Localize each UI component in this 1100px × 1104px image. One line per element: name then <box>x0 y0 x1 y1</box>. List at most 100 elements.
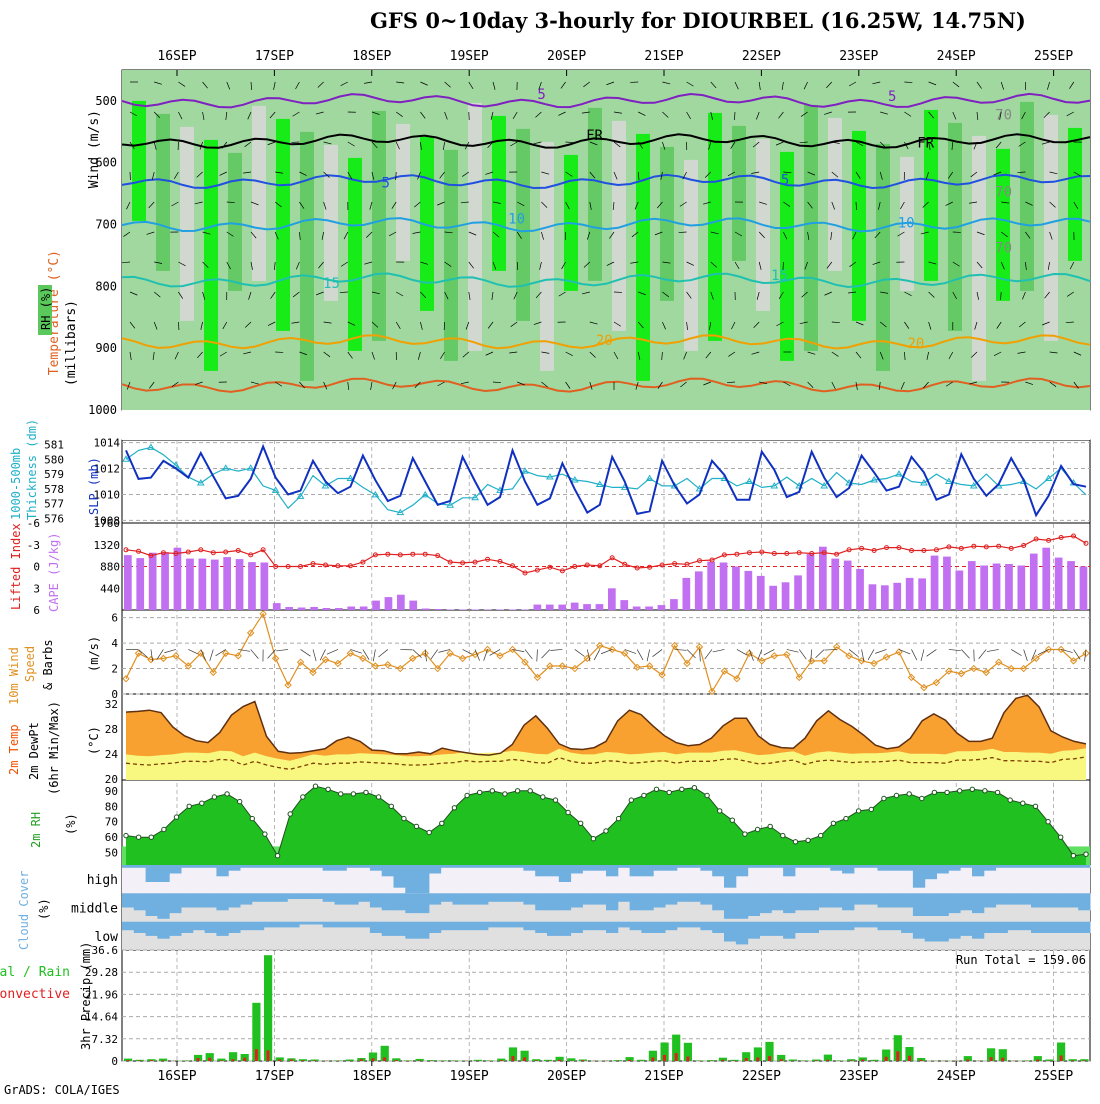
cape-bar <box>645 607 653 611</box>
rh-area <box>126 786 1086 865</box>
wind-legend-label: Wind (m/s) <box>87 110 102 188</box>
precip-conv-bar <box>780 1059 783 1061</box>
precip-total-bar <box>264 955 272 1061</box>
wind10-barb <box>1074 649 1081 659</box>
cloud-bar-low <box>760 922 772 936</box>
wind10-barb <box>475 649 479 660</box>
rh-point <box>616 816 620 820</box>
xsec-rh-patch <box>540 142 554 371</box>
cloud-bar-middle <box>630 893 642 910</box>
cloud-bar-high <box>594 865 606 871</box>
rh-point <box>452 806 456 810</box>
precip-conv-bar <box>721 1060 724 1061</box>
cloud-bar-low <box>453 922 465 931</box>
top-date-tick: 16SEP <box>157 49 196 64</box>
cloud-bar-low <box>795 922 807 933</box>
cape-bar <box>385 597 393 610</box>
cloud-bar-high <box>488 865 500 868</box>
cape-bar <box>472 610 480 611</box>
precip-conv-bar <box>896 1051 899 1061</box>
wind10-barb <box>927 649 937 656</box>
bottom-date-tick: 17SEP <box>255 1069 294 1084</box>
precip-conv-bar <box>826 1060 829 1061</box>
cape-bar <box>670 599 678 610</box>
cloud-bar-low <box>264 922 276 928</box>
rh-point <box>465 793 469 797</box>
cloud-bar-low <box>1019 922 1031 931</box>
cloud-bar-high <box>1055 865 1067 868</box>
cape-bar <box>211 560 219 610</box>
cloud-bar-high <box>122 865 134 868</box>
cape-bar <box>881 585 889 610</box>
rh-point <box>579 821 583 825</box>
cloud-bar-high <box>665 865 677 871</box>
top-date-tick: 22SEP <box>742 49 781 64</box>
cloud-bar-high <box>358 865 370 868</box>
precip-conv-bar <box>383 1057 386 1061</box>
cloud-bar-high <box>771 865 783 868</box>
cape-bar <box>422 609 430 611</box>
wind10-barb <box>373 649 375 661</box>
cloud-bar-middle <box>677 893 689 902</box>
cloud-bar-high <box>984 865 996 871</box>
bottom-date-tick: 20SEP <box>547 1069 586 1084</box>
bottom-date-tick: 21SEP <box>644 1069 683 1084</box>
cloud-bar-low <box>323 922 335 928</box>
thickness-tick: 579 <box>44 468 64 481</box>
xsec-rh-patch <box>636 134 650 381</box>
precip-conv-bar <box>908 1056 911 1061</box>
wind10-barb <box>868 649 874 659</box>
li-axis-label: Lifted Index <box>9 523 23 610</box>
precip-conv-bar <box>1071 1060 1074 1061</box>
rh2m-label1: 2m RH <box>29 812 43 848</box>
cloud-bar-high <box>205 865 217 868</box>
cloud-bar-middle <box>689 893 701 902</box>
cloud-bar-middle <box>264 893 276 902</box>
cloud-bar-low <box>807 922 819 933</box>
rh-tick: 90 <box>105 785 118 798</box>
cloud-bar-middle <box>937 893 949 916</box>
rh-point <box>200 801 204 805</box>
cape-bar <box>720 563 728 611</box>
cloud-bar-high <box>228 865 240 871</box>
precip-conv-bar <box>663 1055 666 1061</box>
cloud-bar-middle <box>216 893 228 910</box>
wind10-label2: Speed <box>23 646 37 682</box>
cloud-bar-low <box>146 922 158 936</box>
cloud-bar-middle <box>1019 893 1031 904</box>
top-date-tick: 19SEP <box>450 49 489 64</box>
wind10-barb <box>525 649 532 658</box>
wind10-barb <box>921 649 924 661</box>
rh-point <box>225 792 229 796</box>
cloud-bar-low <box>984 922 996 933</box>
cloud-bar-low <box>476 922 488 931</box>
precip-conv-bar <box>208 1058 211 1061</box>
xsec-y-tick: 800 <box>95 279 117 293</box>
cloud-bar-middle <box>700 893 712 904</box>
cape-bar <box>261 563 269 611</box>
cloud-bar-middle <box>453 893 465 904</box>
cape-bar <box>869 584 877 610</box>
cloud-bar-high <box>216 865 228 876</box>
cloud-bar-middle <box>382 893 394 910</box>
precip-conv-bar <box>815 1060 818 1061</box>
precip-conv-bar <box>861 1060 864 1062</box>
cloud-bar-high <box>866 865 878 868</box>
precip-legend-conv: Convective <box>0 987 70 1002</box>
cloud-bar-middle <box>842 893 854 910</box>
cloud-level-label: middle <box>71 902 118 917</box>
xsec-rh-patch <box>396 124 410 261</box>
cloud-bar-middle <box>795 893 807 910</box>
rh-point <box>730 818 734 822</box>
cloud-bar-low <box>996 922 1008 933</box>
rh-point <box>869 807 873 811</box>
cloud-bar-low <box>571 922 583 933</box>
cloud-bar-middle <box>571 893 583 907</box>
cloud-bar-high <box>523 865 535 871</box>
cloud-bar-high <box>996 865 1008 868</box>
cloud-bar-high <box>1078 865 1090 868</box>
temp-tick: 20 <box>105 773 118 786</box>
cloud-bar-high <box>948 865 960 871</box>
cloud-bar-middle <box>535 893 547 910</box>
rh-point <box>187 804 191 808</box>
